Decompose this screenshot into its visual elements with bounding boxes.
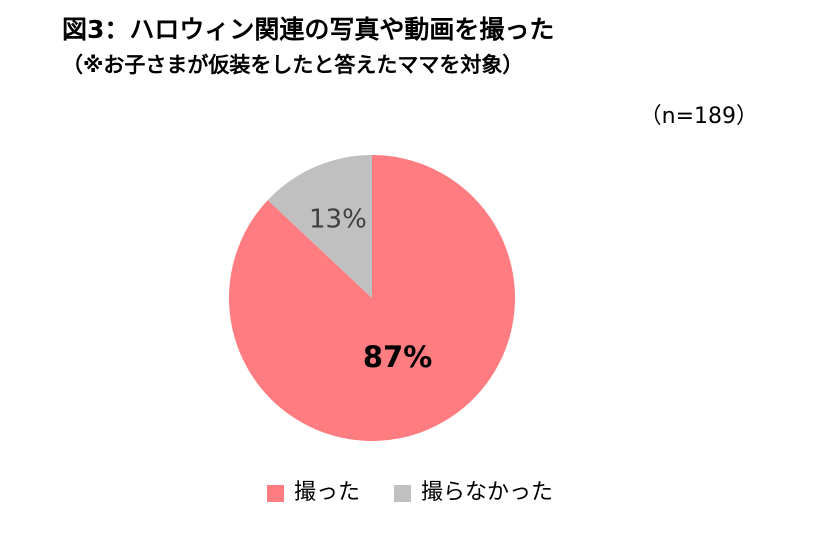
legend-item-taken: 撮った (266, 478, 360, 508)
chart-title: 図3：ハロウィン関連の写真や動画を撮った (62, 15, 555, 44)
chart-subtitle: （※お子さまが仮装をしたと答えたママを対象） (62, 53, 524, 77)
pie-chart: 87% 13% (228, 155, 515, 442)
sample-size-label: （n=189） (639, 104, 758, 129)
legend-label-not-taken: 撮らなかった (421, 480, 554, 505)
pie-slice-taken (228, 155, 515, 442)
legend-swatch-taken (266, 484, 284, 502)
legend-item-not-taken: 撮らなかった (394, 478, 553, 508)
slice-label-not-taken: 13% (309, 204, 367, 234)
chart-legend: 撮った 撮らなかった (0, 478, 820, 508)
legend-label-taken: 撮った (293, 480, 360, 505)
legend-swatch-not-taken (394, 484, 411, 502)
slice-label-taken: 87% (363, 340, 432, 374)
pie-slice-not-taken (267, 155, 372, 298)
